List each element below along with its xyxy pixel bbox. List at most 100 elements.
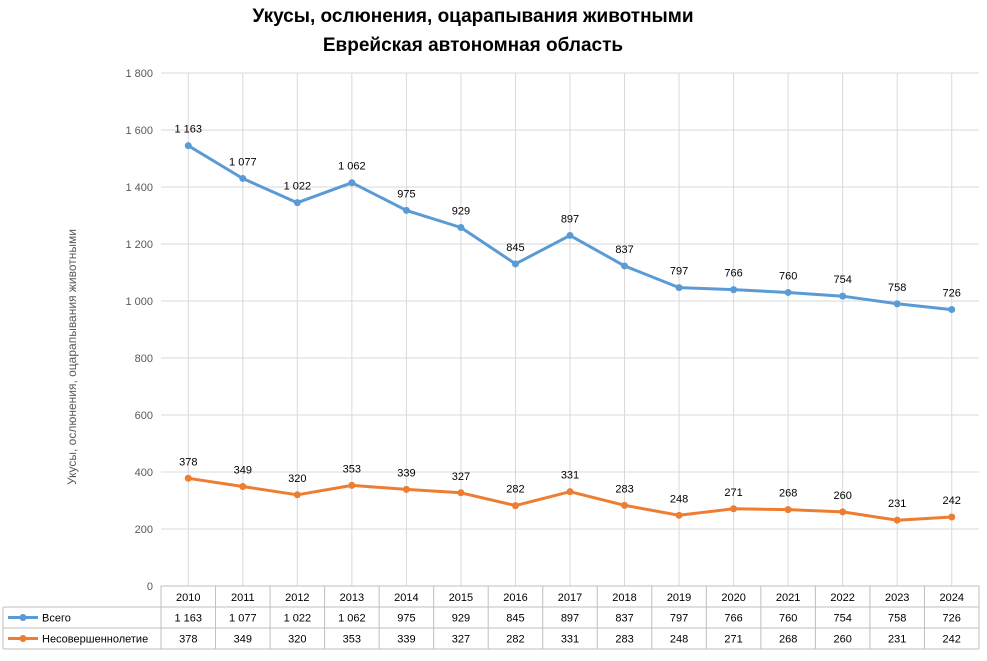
y-tick-label: 200 — [135, 524, 153, 536]
data-point — [784, 506, 792, 514]
table-cell: 378 — [179, 634, 197, 646]
table-cell: 1 077 — [229, 613, 257, 625]
data-label: 282 — [506, 484, 524, 496]
data-point — [948, 306, 956, 314]
data-point — [348, 481, 356, 489]
x-tick-label: 2017 — [558, 592, 582, 604]
legend-entry: Всего — [42, 613, 71, 625]
data-label: 283 — [615, 483, 633, 495]
table-cell: 282 — [506, 634, 524, 646]
table-cell: 231 — [888, 634, 906, 646]
data-label: 797 — [670, 266, 688, 278]
data-point — [566, 488, 574, 496]
x-tick-label: 2022 — [830, 592, 854, 604]
x-tick-label: 2011 — [231, 592, 255, 604]
y-tick-label: 1 600 — [125, 125, 153, 137]
x-tick-label: 2021 — [776, 592, 800, 604]
table-cell: 929 — [452, 613, 470, 625]
data-label: 837 — [615, 244, 633, 256]
x-tick-label: 2010 — [176, 592, 200, 604]
data-label: 975 — [397, 188, 415, 200]
series-lines — [184, 142, 956, 524]
x-tick-label: 2018 — [612, 592, 636, 604]
data-point — [293, 199, 301, 207]
table-cell: 242 — [943, 634, 961, 646]
data-label: 845 — [506, 242, 524, 254]
data-label: 766 — [724, 268, 742, 280]
data-label: 897 — [561, 213, 579, 225]
table-cell: 353 — [343, 634, 361, 646]
data-label: 260 — [833, 490, 851, 502]
y-axis-ticks: 0 200 400 600 800 1 000 1 200 1 400 1 600 1 800 — [125, 68, 153, 593]
y-tick-label: 1 800 — [125, 68, 153, 80]
data-label: 726 — [943, 288, 961, 300]
data-point — [402, 206, 410, 214]
data-label: 339 — [397, 467, 415, 479]
data-label: 231 — [888, 498, 906, 510]
legend-key-marker — [19, 614, 27, 621]
data-point — [893, 300, 901, 308]
data-point — [457, 489, 465, 497]
data-label: 271 — [724, 487, 742, 499]
data-label: 1 077 — [229, 156, 257, 168]
data-point — [239, 483, 247, 491]
table-cell: 758 — [888, 613, 906, 625]
data-label: 268 — [779, 488, 797, 500]
x-tick-label: 2012 — [285, 592, 309, 604]
data-point — [511, 502, 519, 510]
data-point — [457, 223, 465, 231]
data-label: 242 — [943, 495, 961, 507]
data-point — [784, 288, 792, 296]
data-point — [730, 286, 738, 294]
table-cell: 766 — [724, 613, 742, 625]
data-label: 1 022 — [284, 181, 312, 193]
y-axis-title: Укусы, ослюнения, оцарапывания животными — [65, 229, 79, 485]
table-cell: 331 — [561, 634, 579, 646]
data-label: 760 — [779, 270, 797, 282]
legend-key-marker — [19, 635, 27, 642]
table-cell: 845 — [506, 613, 524, 625]
x-tick-label: 2024 — [939, 592, 963, 604]
data-point — [948, 513, 956, 521]
table-cell: 760 — [779, 613, 797, 625]
data-label: 248 — [670, 493, 688, 505]
data-label: 331 — [561, 470, 579, 482]
data-point — [184, 474, 192, 482]
data-label: 1 163 — [175, 124, 203, 136]
table-cell: 283 — [615, 634, 633, 646]
table-cell: 1 163 — [175, 613, 203, 625]
legend-entry: Несовершеннолетие — [42, 634, 148, 646]
x-tick-label: 2013 — [340, 592, 364, 604]
table-cell: 260 — [833, 634, 851, 646]
data-point — [348, 179, 356, 187]
data-point — [675, 511, 683, 519]
data-point — [839, 292, 847, 300]
table-cell: 339 — [397, 634, 415, 646]
table-cell: 797 — [670, 613, 688, 625]
data-table: 2010 2011 2012 2013 2014 2015 2016 2017 2018 2019… — [2, 585, 980, 650]
data-label: 349 — [234, 465, 252, 477]
table-cell: 1 062 — [338, 613, 366, 625]
data-label: 320 — [288, 473, 306, 485]
data-point — [402, 485, 410, 493]
y-tick-label: 800 — [135, 353, 153, 365]
data-label: 929 — [452, 205, 470, 217]
gridlines — [161, 72, 979, 587]
chart-title: Укусы, ослюнения, оцарапывания животными — [252, 6, 693, 27]
data-point — [893, 516, 901, 524]
data-point — [730, 505, 738, 513]
data-label: 754 — [833, 274, 851, 286]
data-point — [511, 260, 519, 268]
x-tick-label: 2023 — [885, 592, 909, 604]
table-cell: 248 — [670, 634, 688, 646]
data-point — [839, 508, 847, 516]
table-cell: 726 — [943, 613, 961, 625]
table-cell: 754 — [833, 613, 851, 625]
x-tick-label: 2015 — [449, 592, 473, 604]
y-tick-label: 0 — [147, 581, 153, 593]
data-labels: 1 163 1 077 1 022 1 062 975 929 845 897 837 797 76… — [175, 124, 961, 510]
data-point — [621, 501, 629, 509]
y-tick-label: 1 200 — [125, 239, 153, 251]
y-tick-label: 1 000 — [125, 296, 153, 308]
